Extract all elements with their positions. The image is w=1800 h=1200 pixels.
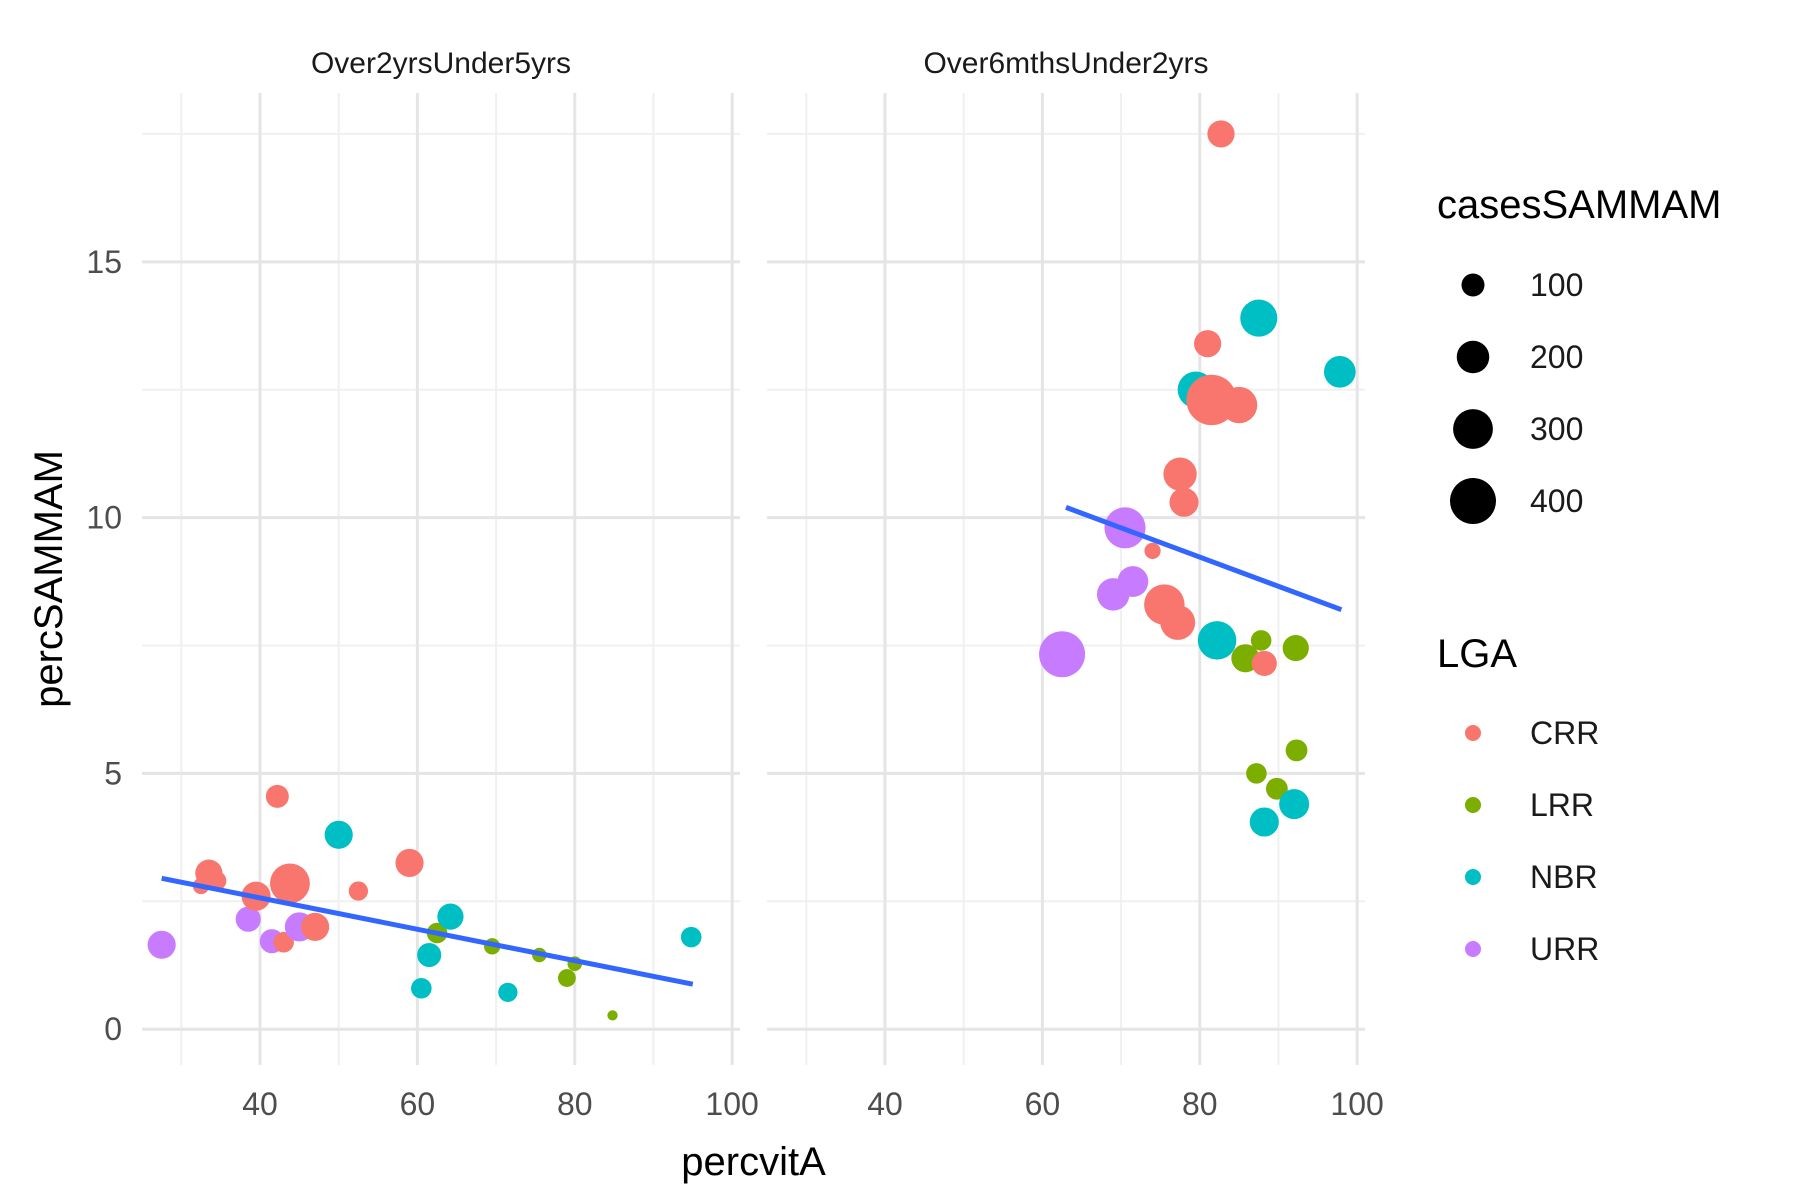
data-point-urr [235, 906, 261, 932]
y-tick-label: 15 [86, 244, 122, 280]
size-legend-key [1461, 273, 1485, 297]
data-point-crr [1251, 650, 1277, 677]
trend-line [161, 875, 694, 987]
data-point-crr [1144, 542, 1161, 559]
size-legend-key [1453, 409, 1493, 449]
color-legend: LGA CRR LRR NBR URR [1437, 632, 1599, 967]
data-point-crr [273, 931, 294, 953]
x-tick-label: 100 [1330, 1086, 1383, 1122]
size-legend-key [1456, 340, 1490, 374]
data-point-nbr [1197, 621, 1237, 660]
size-legend-key [1450, 478, 1496, 524]
color-legend-label: URR [1530, 931, 1599, 967]
data-point-nbr [1249, 807, 1279, 837]
data-point-crr [301, 912, 330, 941]
color-legend-key [1465, 797, 1481, 813]
size-legend: casesSAMMAM 100 200 300 400 [1437, 183, 1722, 524]
data-point-crr [1220, 386, 1258, 424]
data-point-urr [1117, 566, 1149, 597]
data-point-nbr [498, 982, 518, 1002]
color-legend-label: LRR [1530, 787, 1594, 823]
data-point-crr [395, 848, 424, 878]
data-point-lrr [607, 1010, 618, 1021]
data-point-nbr [1240, 299, 1278, 337]
size-legend-label: 200 [1530, 339, 1583, 375]
x-tick-label: 40 [242, 1086, 278, 1122]
data-point-nbr [1279, 789, 1310, 820]
data-point-crr [1207, 120, 1235, 148]
y-axis-ticks: 0 5 10 15 [86, 244, 122, 1047]
data-point-urr [1039, 631, 1086, 678]
data-point-lrr [1285, 739, 1308, 762]
size-legend-label: 400 [1530, 483, 1583, 519]
data-point-nbr [411, 977, 432, 999]
data-point-crr [1160, 605, 1196, 640]
data-point-lrr [1246, 763, 1267, 784]
size-legend-title: casesSAMMAM [1437, 183, 1722, 227]
data-point-nbr [1323, 355, 1356, 388]
color-legend-key [1465, 941, 1481, 957]
data-point-lrr [1282, 634, 1309, 662]
data-point-crr [348, 881, 369, 901]
data-point-lrr [1250, 630, 1272, 651]
facet-title: Over6mthsUnder2yrs [923, 47, 1208, 80]
facet-panel-over2yrs-under5yrs [142, 93, 740, 1065]
x-tick-label: 100 [705, 1086, 758, 1122]
facet-panel-over6mths-under2yrs [767, 93, 1365, 1065]
size-legend-label: 100 [1530, 267, 1583, 303]
color-legend-label: CRR [1530, 715, 1599, 751]
x-tick-label: 60 [1025, 1086, 1061, 1122]
data-point-lrr [557, 969, 576, 987]
data-point-crr [207, 871, 227, 891]
data-point-nbr [680, 926, 702, 948]
size-legend-label: 300 [1530, 411, 1583, 447]
data-point-nbr [437, 903, 464, 930]
color-legend-key [1465, 725, 1481, 741]
data-point-crr [1163, 457, 1197, 491]
y-tick-label: 0 [104, 1011, 122, 1047]
x-tick-label: 60 [400, 1086, 436, 1122]
data-point-crr [1169, 487, 1199, 517]
data-point-crr [270, 863, 310, 904]
x-tick-label: 40 [867, 1086, 903, 1122]
data-point-nbr [324, 820, 353, 849]
facet-title: Over2yrsUnder5yrs [311, 47, 571, 80]
data-point-crr [1194, 330, 1222, 358]
y-axis-title: percSAMMAM [27, 450, 71, 708]
data-point-urr [147, 930, 176, 959]
x-axis-ticks: 40 60 80 100 40 60 80 100 [242, 1086, 1384, 1122]
data-point-crr [265, 784, 289, 808]
color-legend-title: LGA [1437, 632, 1517, 676]
trend-line [1065, 505, 1343, 613]
y-tick-label: 10 [86, 500, 122, 536]
x-tick-label: 80 [1182, 1086, 1218, 1122]
y-tick-label: 5 [104, 755, 122, 791]
x-axis-title: percvitA [681, 1140, 826, 1184]
color-legend-label: NBR [1530, 859, 1598, 895]
data-point-lrr [1265, 777, 1288, 800]
data-point-nbr [417, 942, 442, 968]
x-tick-label: 80 [557, 1086, 593, 1122]
color-legend-key [1465, 869, 1481, 885]
